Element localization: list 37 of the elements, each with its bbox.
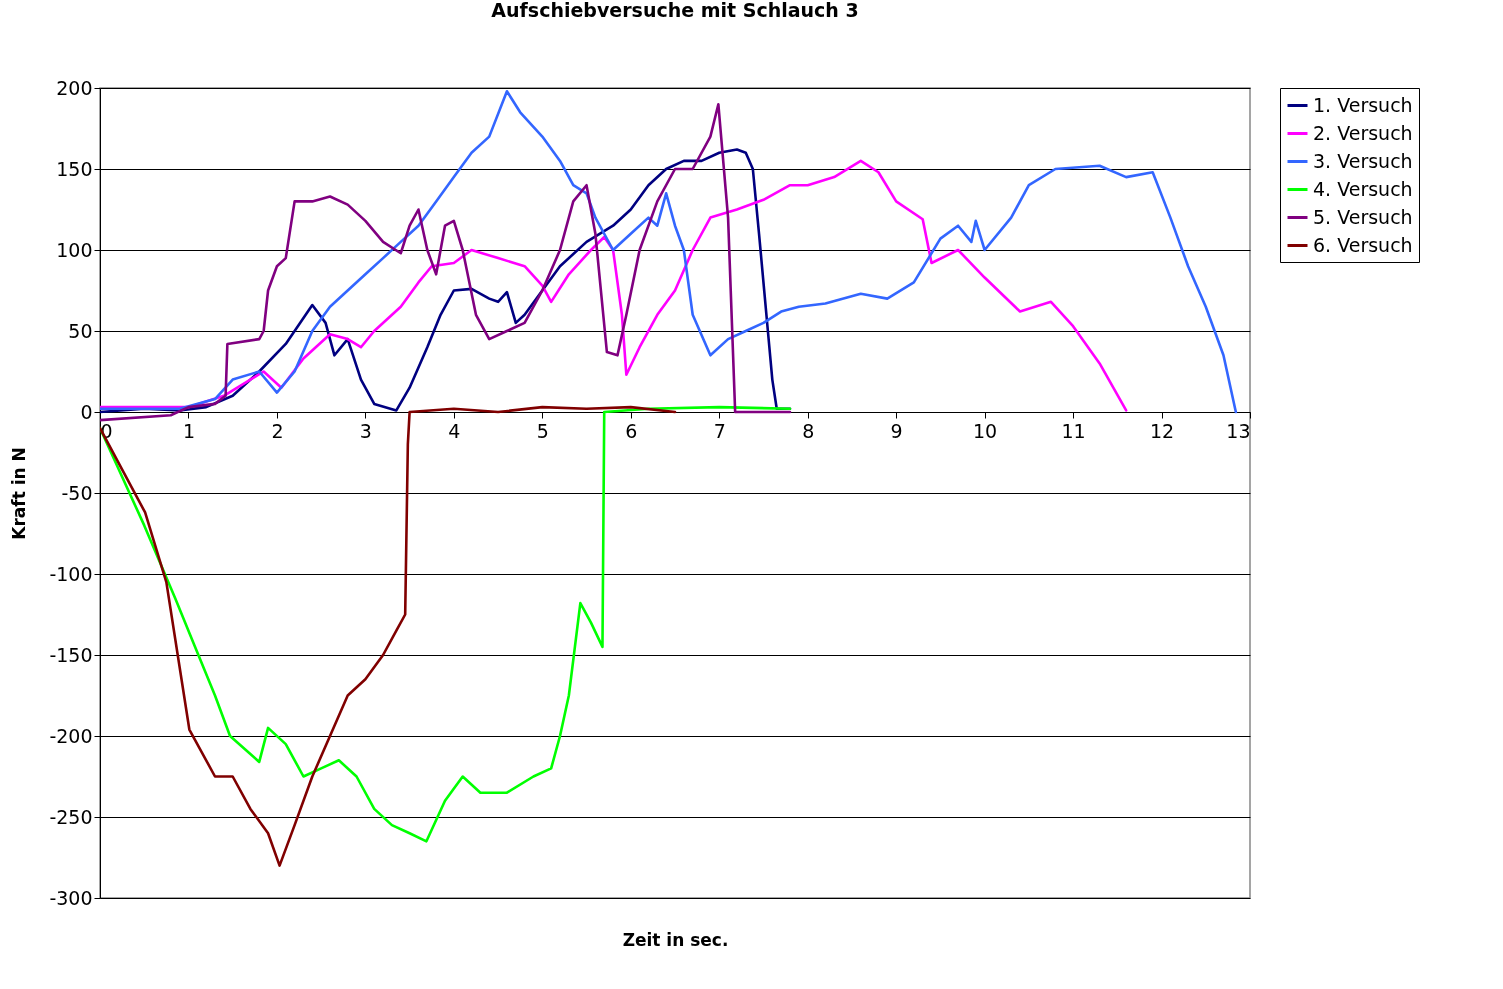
y-tick-label: 0: [80, 400, 93, 423]
x-tick-label: 8: [802, 419, 815, 442]
x-tick-label: 10: [973, 419, 998, 442]
y-axis-title: Kraft in N: [9, 447, 30, 540]
x-tick-label: 11: [1061, 419, 1086, 442]
y-tick-label: -200: [49, 724, 93, 747]
legend-label: 5. Versuch: [1313, 205, 1413, 228]
line-series: [100, 405, 792, 843]
legend-label: 2. Versuch: [1313, 121, 1413, 144]
x-tick-label: 6: [625, 419, 638, 442]
y-tick-label: -250: [49, 805, 93, 828]
x-tick-label: 5: [536, 419, 549, 442]
legend-label: 3. Versuch: [1313, 149, 1413, 172]
y-tick-label: -50: [61, 481, 93, 504]
chart-title: Aufschiebversuche mit Schlauch 3: [491, 0, 859, 21]
line-series: [100, 89, 1238, 414]
legend-label: 6. Versuch: [1313, 233, 1413, 256]
line-series: [100, 102, 792, 422]
legend-label: 1. Versuch: [1313, 93, 1413, 116]
y-tick-label: -300: [49, 886, 93, 909]
y-tick-label: 50: [68, 319, 93, 342]
y-tick-label: -100: [49, 562, 93, 585]
x-tick-label: 3: [359, 419, 372, 442]
x-tick-label: 9: [890, 419, 903, 442]
x-tick-label: 1: [182, 419, 196, 442]
legend-label: 4. Versuch: [1313, 177, 1413, 200]
y-tick-label: 100: [56, 238, 93, 261]
y-tick-label: 150: [56, 157, 93, 180]
x-axis-title: Zeit in sec.: [622, 929, 729, 950]
y-tick-label: 200: [56, 76, 93, 99]
x-tick-label: 4: [448, 419, 461, 442]
y-tick-label: -150: [49, 643, 93, 666]
x-tick-label: 7: [713, 419, 726, 442]
x-tick-label: 13: [1226, 419, 1251, 442]
x-tick-label: 12: [1149, 419, 1175, 442]
x-tick-label: 2: [271, 419, 284, 442]
line-series: [100, 405, 677, 867]
